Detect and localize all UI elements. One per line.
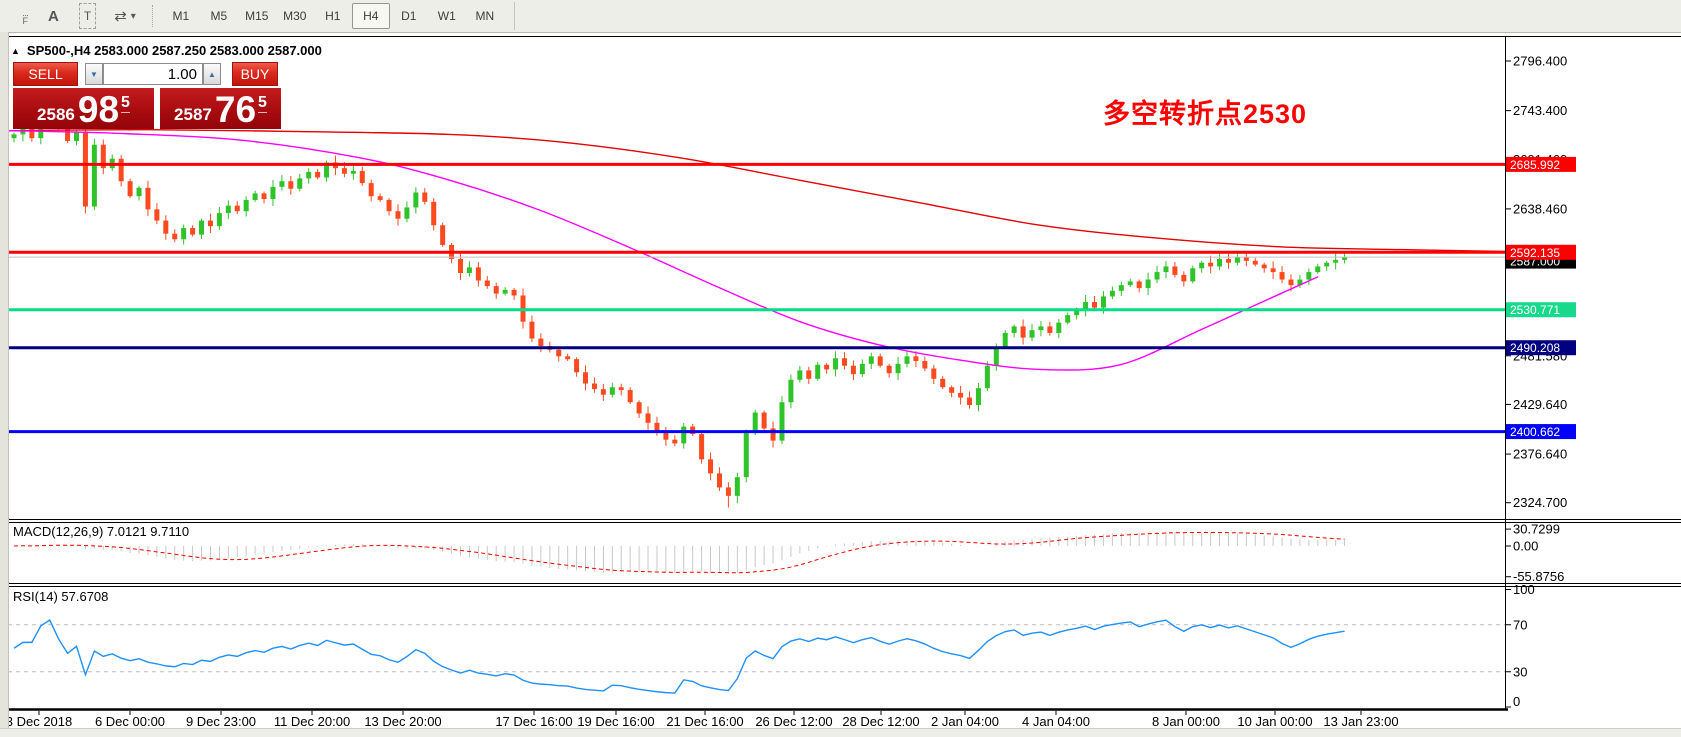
toolbar-group-divider [513, 2, 516, 30]
timeframe-button-m1[interactable]: M1 [172, 9, 190, 23]
time-axis: 3 Dec 2018 6 Dec 00:00 9 Dec 23:00 11 Dec 2… [6, 711, 1399, 729]
rsi-panel[interactable] [8, 586, 1505, 709]
top-toolbar: F A T ⇄ ▾ M1 M5 M15 M30 H1 H4 D1 W1 MN [0, 0, 1681, 33]
chart-header: ▲ SP500-,H4 2583.000 2587.250 2583.000 2… [11, 43, 322, 58]
time-axis-label: 4 Jan 04:00 [1022, 714, 1090, 729]
svg-text:2685.992: 2685.992 [1510, 158, 1560, 172]
time-axis-label: 17 Dec 16:00 [495, 714, 572, 729]
time-axis-label: 28 Dec 12:00 [842, 714, 919, 729]
sell-price-sup: 5 [121, 94, 130, 113]
price-tick-label: 2376.640 [1513, 447, 1567, 462]
macd-tick-label: -55.8756 [1513, 569, 1564, 584]
macd-tick-label: 30.7299 [1513, 522, 1560, 537]
macd-tick-label: 0.00 [1513, 539, 1538, 554]
macd-panel[interactable] [8, 522, 1505, 583]
toolbar-drag-handle[interactable] [151, 5, 154, 27]
macd-histogram [22, 531, 1346, 575]
level-badge-2530.771: 2530.771 [1506, 302, 1576, 318]
level-badge-2685.992: 2685.992 [1506, 156, 1576, 172]
time-axis-label: 9 Dec 23:00 [186, 714, 256, 729]
time-axis-label: 6 Dec 00:00 [95, 714, 165, 729]
time-axis-label: 3 Dec 2018 [6, 714, 73, 729]
timeframe-button-m30[interactable]: M30 [283, 9, 307, 23]
sell-price-prefix: 2586 [37, 105, 75, 124]
price-tick-label: 2324.700 [1513, 495, 1567, 510]
ma-slow-red[interactable] [7, 129, 1506, 253]
buy-price-big: 76 [214, 89, 257, 130]
candlestick-series [11, 98, 1348, 508]
window-left-edge [0, 32, 9, 736]
rsi-tick-label: 70 [1513, 617, 1527, 632]
rsi-tick-label: 100 [1513, 582, 1535, 597]
sell-price-big: 98 [77, 89, 120, 130]
volume-increase-button[interactable]: ▲ [203, 63, 221, 85]
rsi-level-lines [8, 624, 1505, 673]
macd-indicator-label: MACD(12,26,9) 7.0121 9.7110 [13, 524, 190, 539]
buy-price-prefix: 2587 [174, 105, 212, 124]
rsi-tick-label: 0 [1513, 694, 1520, 709]
buy-button[interactable]: BUY [232, 62, 278, 86]
svg-text:2400.662: 2400.662 [1510, 425, 1560, 439]
timeframe-button-m15[interactable]: M15 [245, 9, 269, 23]
timeframe-button-m5[interactable]: M5 [210, 9, 228, 23]
svg-text:2490.208: 2490.208 [1510, 341, 1560, 355]
chart-text-annotation: 多空转折点2530 [1103, 99, 1308, 129]
time-axis-label: 11 Dec 20:00 [274, 714, 350, 729]
svg-text:2592.135: 2592.135 [1510, 246, 1560, 260]
window-bottom-edge [0, 728, 1681, 737]
macd-signal-line [13, 531, 1345, 574]
price-tick-label: 2638.460 [1513, 201, 1567, 216]
time-axis-label: 8 Jan 00:00 [1152, 714, 1220, 729]
volume-input[interactable] [103, 63, 203, 85]
dropdown-caret-icon[interactable]: ▾ [130, 10, 136, 22]
time-axis-label: 13 Dec 20:00 [364, 714, 441, 729]
sell-price-display[interactable]: 2586 98 5 [13, 88, 154, 129]
time-axis-label: 19 Dec 16:00 [577, 714, 654, 729]
level-badge-2400.662: 2400.662 [1506, 424, 1576, 440]
text-label-icon[interactable]: T [78, 3, 97, 29]
ma-fast-magenta[interactable] [7, 129, 1319, 371]
time-axis-label: 21 Dec 16:00 [666, 714, 743, 729]
svg-text:2530.771: 2530.771 [1510, 303, 1560, 317]
timeframe-button-h4[interactable]: H4 [351, 3, 390, 29]
timeframe-button-d1[interactable]: D1 [401, 9, 417, 23]
buy-price-display[interactable]: 2587 76 5 [160, 88, 281, 129]
timeframe-button-w1[interactable]: W1 [437, 9, 456, 23]
panel-borders [8, 36, 1681, 711]
rsi-line [13, 619, 1345, 694]
collapse-triangle-icon[interactable]: ▲ [11, 45, 20, 56]
sell-button[interactable]: SELL [13, 62, 78, 86]
price-tick-label: 2743.400 [1513, 103, 1567, 118]
time-axis-label: 26 Dec 12:00 [755, 714, 832, 729]
rsi-indicator-label: RSI(14) 57.6708 [13, 589, 109, 604]
time-axis-label: 13 Jan 23:00 [1323, 714, 1398, 729]
price-axis: 2796.4002743.4002691.4602638.4602585.460… [1505, 54, 1567, 709]
cycle-arrows-icon[interactable]: ⇄ [114, 8, 127, 25]
volume-decrease-button[interactable]: ▼ [85, 63, 103, 85]
price-tick-label: 2429.640 [1513, 397, 1567, 412]
letter-a-icon[interactable]: A [48, 7, 59, 25]
level-badge-2592.135: 2592.135 [1506, 244, 1576, 260]
level-badge-2490.208: 2490.208 [1506, 340, 1576, 356]
timeframe-button-mn[interactable]: MN [475, 9, 495, 23]
time-axis-label: 10 Jan 00:00 [1237, 714, 1312, 729]
timeframe-button-h1[interactable]: H1 [325, 9, 341, 23]
rsi-tick-label: 30 [1513, 664, 1527, 679]
time-axis-label: 2 Jan 04:00 [931, 714, 999, 729]
buy-price-sup: 5 [258, 94, 267, 113]
indicators-list-icon[interactable]: F [22, 15, 28, 26]
symbol-ohlc-text: SP500-,H4 2583.000 2587.250 2583.000 258… [26, 43, 322, 58]
price-tick-label: 2796.400 [1513, 54, 1567, 69]
